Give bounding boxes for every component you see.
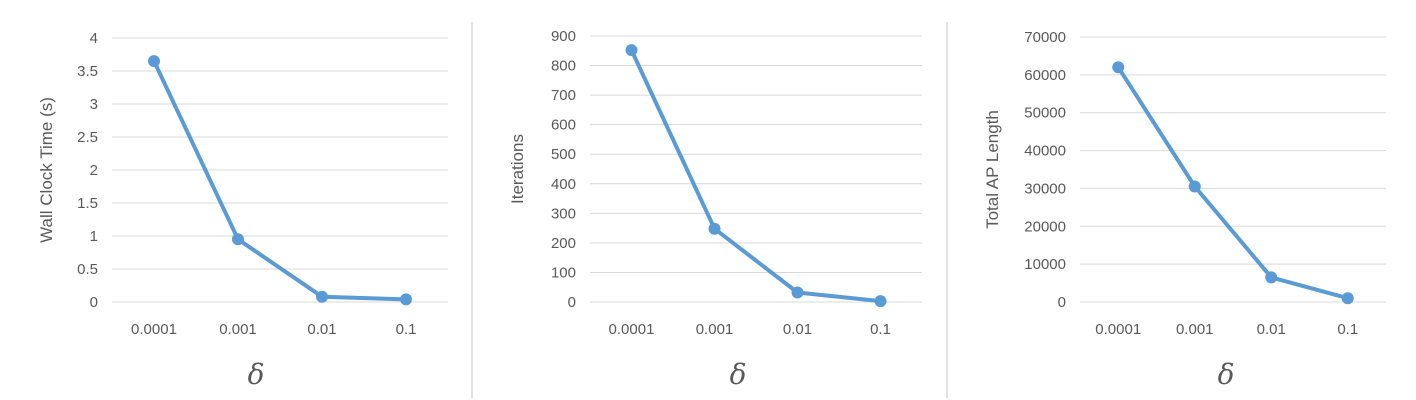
data-point xyxy=(708,222,721,235)
y-tick-label: 20000 xyxy=(1024,218,1066,235)
y-tick-label: 300 xyxy=(551,205,576,222)
data-point xyxy=(874,295,887,308)
data-point xyxy=(791,286,804,299)
y-tick-label: 600 xyxy=(551,117,576,134)
data-point xyxy=(1341,292,1354,305)
y-tick-label: 500 xyxy=(551,146,576,163)
y-tick-label: 3.5 xyxy=(77,63,98,80)
y-tick-label: 10000 xyxy=(1024,256,1066,273)
iterations-chart: 0 100 200 300 400 500 600 700 800 900 0.0001 0.001 0… xyxy=(508,28,922,391)
y-tick-label: 1.5 xyxy=(77,195,98,212)
y-tick-label: 0.5 xyxy=(77,261,98,278)
y-tick-label: 60000 xyxy=(1024,67,1066,84)
data-point xyxy=(1265,271,1278,284)
y-axis-label: Wall Clock Time (s) xyxy=(37,97,56,243)
wall-clock-time-chart: 0 0.5 1 1.5 2 2.5 3 3.5 4 0.0001 0.001 0.01 0.1 Wall … xyxy=(37,30,448,391)
y-tick-label: 40000 xyxy=(1024,143,1066,160)
x-tick-label: 0.001 xyxy=(696,321,734,338)
x-axis-label: δ xyxy=(1218,358,1235,391)
x-axis-label: δ xyxy=(248,358,265,391)
y-axis-label: Total AP Length xyxy=(983,110,1002,229)
x-tick-label: 0.0001 xyxy=(131,321,177,338)
y-tick-label: 70000 xyxy=(1024,29,1066,46)
data-point xyxy=(316,290,328,303)
y-tick-label: 200 xyxy=(551,235,576,252)
series-line xyxy=(1116,65,1350,301)
y-tick-label: 50000 xyxy=(1024,105,1066,122)
series-line xyxy=(629,48,883,304)
y-axis-label: Iterations xyxy=(508,134,527,204)
x-tick-label: 0.01 xyxy=(783,321,812,338)
y-tick-label: 800 xyxy=(551,58,576,75)
data-point xyxy=(1188,180,1201,193)
y-tick-label: 1 xyxy=(90,228,98,245)
y-tick-label: 0 xyxy=(90,294,98,311)
x-tick-label: 0.01 xyxy=(307,321,336,338)
x-tick-label: 0.1 xyxy=(870,321,891,338)
y-tick-label: 400 xyxy=(551,176,576,193)
y-tick-label: 2.5 xyxy=(77,129,98,146)
x-tick-label: 0.1 xyxy=(1337,321,1358,338)
y-tick-label: 3 xyxy=(90,96,98,113)
y-tick-label: 100 xyxy=(551,264,576,281)
x-tick-label: 0.001 xyxy=(219,321,257,338)
data-point xyxy=(625,44,638,57)
data-point xyxy=(232,233,244,246)
data-point xyxy=(148,55,160,68)
total-ap-length-chart: 0 10000 20000 30000 40000 50000 60000 70000 0.00… xyxy=(983,29,1386,391)
y-tick-label: 4 xyxy=(90,30,98,47)
y-tick-label: 900 xyxy=(551,28,576,45)
y-tick-label: 0 xyxy=(1058,294,1066,311)
x-axis-label: δ xyxy=(730,358,747,391)
data-point xyxy=(400,293,412,306)
x-tick-label: 0.01 xyxy=(1257,321,1286,338)
y-tick-label: 700 xyxy=(551,87,576,104)
x-tick-label: 0.0001 xyxy=(1095,321,1141,338)
x-tick-label: 0.1 xyxy=(396,321,417,338)
x-tick-label: 0.001 xyxy=(1176,321,1214,338)
x-tick-label: 0.0001 xyxy=(609,321,655,338)
series-line xyxy=(152,59,408,302)
data-point xyxy=(1112,61,1125,74)
y-tick-label: 30000 xyxy=(1024,180,1066,197)
y-tick-label: 2 xyxy=(90,162,98,179)
y-tick-label: 0 xyxy=(568,294,576,311)
